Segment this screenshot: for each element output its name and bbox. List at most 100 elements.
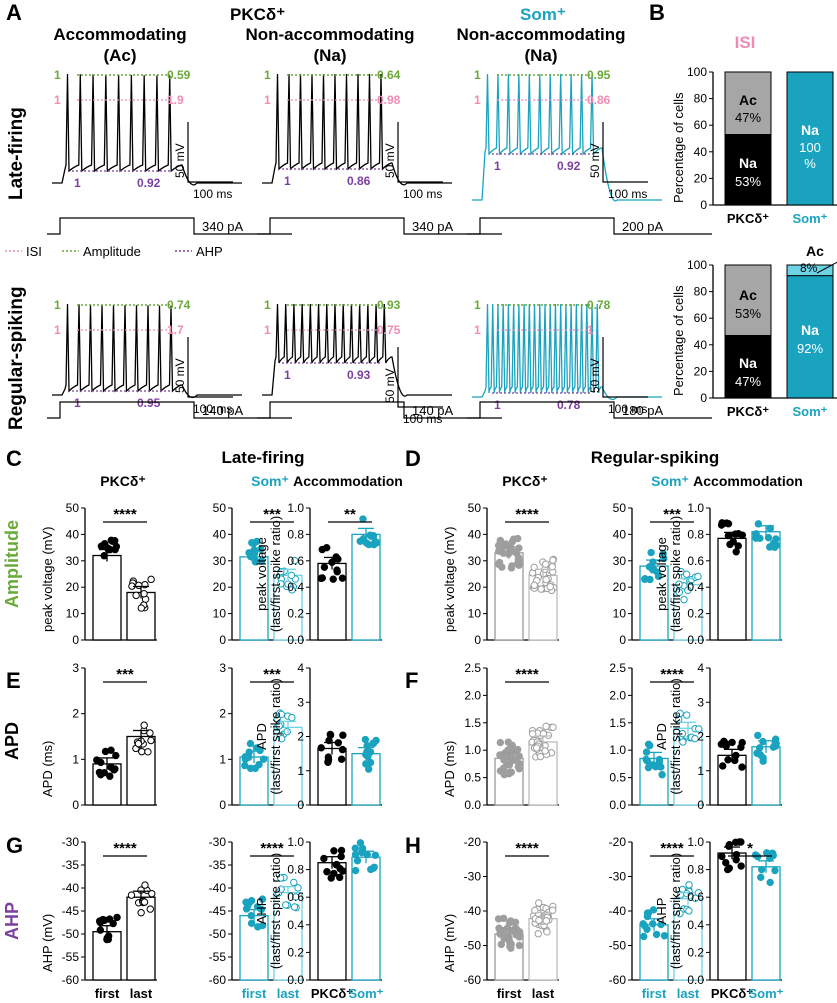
y-tick-label: 1	[697, 764, 704, 778]
data-point	[514, 534, 522, 543]
y-tick-label: 60	[694, 311, 708, 325]
y-tick-label: 4	[297, 661, 304, 675]
data-point	[754, 852, 762, 861]
data-point	[549, 723, 557, 731]
amp-ratio-label: 0.64	[377, 68, 401, 82]
data-point	[351, 850, 360, 859]
significance-stars: *	[747, 840, 753, 857]
data-point	[660, 932, 669, 940]
y-tick-label: 0.0	[287, 973, 304, 987]
chart-G_pkc: -60 -55 -50 -45 -40 -35 -30 AHP (mV) first last **…	[40, 835, 157, 1001]
chart-C_acc: 0.0 0.2 0.4 0.6 0.8 1.0 peak voltage (last/firs…	[254, 473, 403, 647]
y-tick-label: 50	[468, 501, 482, 515]
y-tick-label: 2.5	[609, 661, 626, 675]
y-tick-label: 20	[613, 580, 627, 594]
y-axis-label-1: APD	[654, 723, 669, 750]
data-point	[324, 758, 332, 766]
ac-pct: 47%	[735, 110, 761, 125]
data-point	[259, 755, 268, 763]
y-axis-label: peak voltage (mV)	[442, 527, 457, 633]
data-point	[337, 846, 346, 855]
data-point	[277, 735, 286, 743]
bar	[126, 735, 156, 806]
data-point	[242, 898, 250, 906]
y-tick-label: -40	[209, 881, 227, 895]
significance-stars: ****	[660, 666, 684, 683]
data-point	[718, 852, 726, 861]
data-point	[771, 866, 779, 875]
data-point	[137, 909, 145, 917]
data-point	[685, 881, 693, 889]
data-point	[543, 928, 551, 936]
y-tick-label: 30	[213, 554, 227, 568]
y-tick-label: 20	[468, 580, 482, 594]
chart-C_som: 0 10 20 30 40 50 *** Som⁺	[213, 473, 304, 647]
data-point	[356, 839, 365, 847]
amp-ratio-label: 0.78	[587, 298, 611, 312]
data-point	[643, 912, 652, 921]
data-point	[755, 744, 764, 752]
data-point	[283, 727, 291, 736]
current-label: 140 pA	[412, 403, 454, 418]
data-point	[97, 758, 105, 767]
y-tick-label: 20	[213, 580, 227, 594]
trace-line	[52, 303, 242, 399]
y-tick-label: -50	[209, 927, 227, 941]
y-tick-label: 50	[613, 501, 627, 515]
y-tick-label: -45	[62, 904, 80, 918]
y-tick-label: 1.0	[287, 501, 304, 515]
isi-first-label: 1	[54, 93, 61, 107]
y-axis-label-1: APD	[254, 723, 269, 750]
data-point	[674, 715, 683, 724]
data-point	[332, 861, 341, 869]
panel-label-g: G	[6, 833, 23, 858]
data-point	[644, 740, 653, 748]
data-point	[728, 738, 736, 747]
y-axis-label: Percentage of cells	[671, 285, 686, 396]
scale-mv-label: 50 mV	[173, 143, 187, 178]
data-point	[144, 748, 152, 756]
significance-stars: ****	[515, 666, 539, 683]
isi-first-label: 1	[474, 323, 481, 337]
ac-pct: 53%	[735, 306, 761, 321]
isi-ratio-label: 0.75	[377, 323, 401, 337]
x-tick-label: PKCδ⁺	[711, 986, 753, 1001]
y-tick-label: 0	[72, 798, 79, 812]
y-tick-label: 0.4	[287, 918, 304, 932]
bar	[273, 726, 303, 806]
x-tick-label: last	[532, 986, 555, 1001]
trace-legend: ISI Amplitude AHP	[5, 244, 223, 259]
y-tick-label: 10	[213, 607, 227, 621]
amp-first-label: 1	[474, 298, 481, 312]
data-point	[515, 928, 524, 936]
data-point	[320, 563, 329, 571]
y-tick-label: 40	[613, 527, 627, 541]
data-point	[515, 941, 524, 950]
data-point	[542, 575, 550, 584]
y-tick-label: 20	[66, 580, 80, 594]
data-point	[253, 537, 261, 546]
data-point	[764, 533, 773, 542]
y-tick-label: -30	[209, 835, 227, 849]
y-axis-label: peak voltage (mV)	[40, 527, 55, 633]
data-point	[497, 940, 506, 949]
data-point	[754, 731, 762, 740]
data-point	[322, 543, 331, 552]
category-label: PKCδ⁺	[727, 404, 769, 419]
y-tick-label: 1.5	[464, 716, 481, 730]
data-point	[358, 848, 366, 857]
data-point	[532, 744, 541, 752]
amp-ratio-label: 0.95	[587, 68, 611, 82]
bar-na-0	[724, 334, 772, 399]
data-point	[112, 751, 120, 760]
x-tick-label: first	[242, 986, 267, 1001]
y-tick-label: 3	[697, 695, 704, 709]
data-point	[649, 906, 658, 914]
bar	[92, 554, 122, 641]
data-point	[759, 737, 767, 746]
y-tick-label: 60	[694, 118, 708, 132]
y-tick-label: 30	[66, 554, 80, 568]
y-tick-label: 0.6	[687, 554, 704, 568]
isi-first-label: 1	[264, 93, 271, 107]
